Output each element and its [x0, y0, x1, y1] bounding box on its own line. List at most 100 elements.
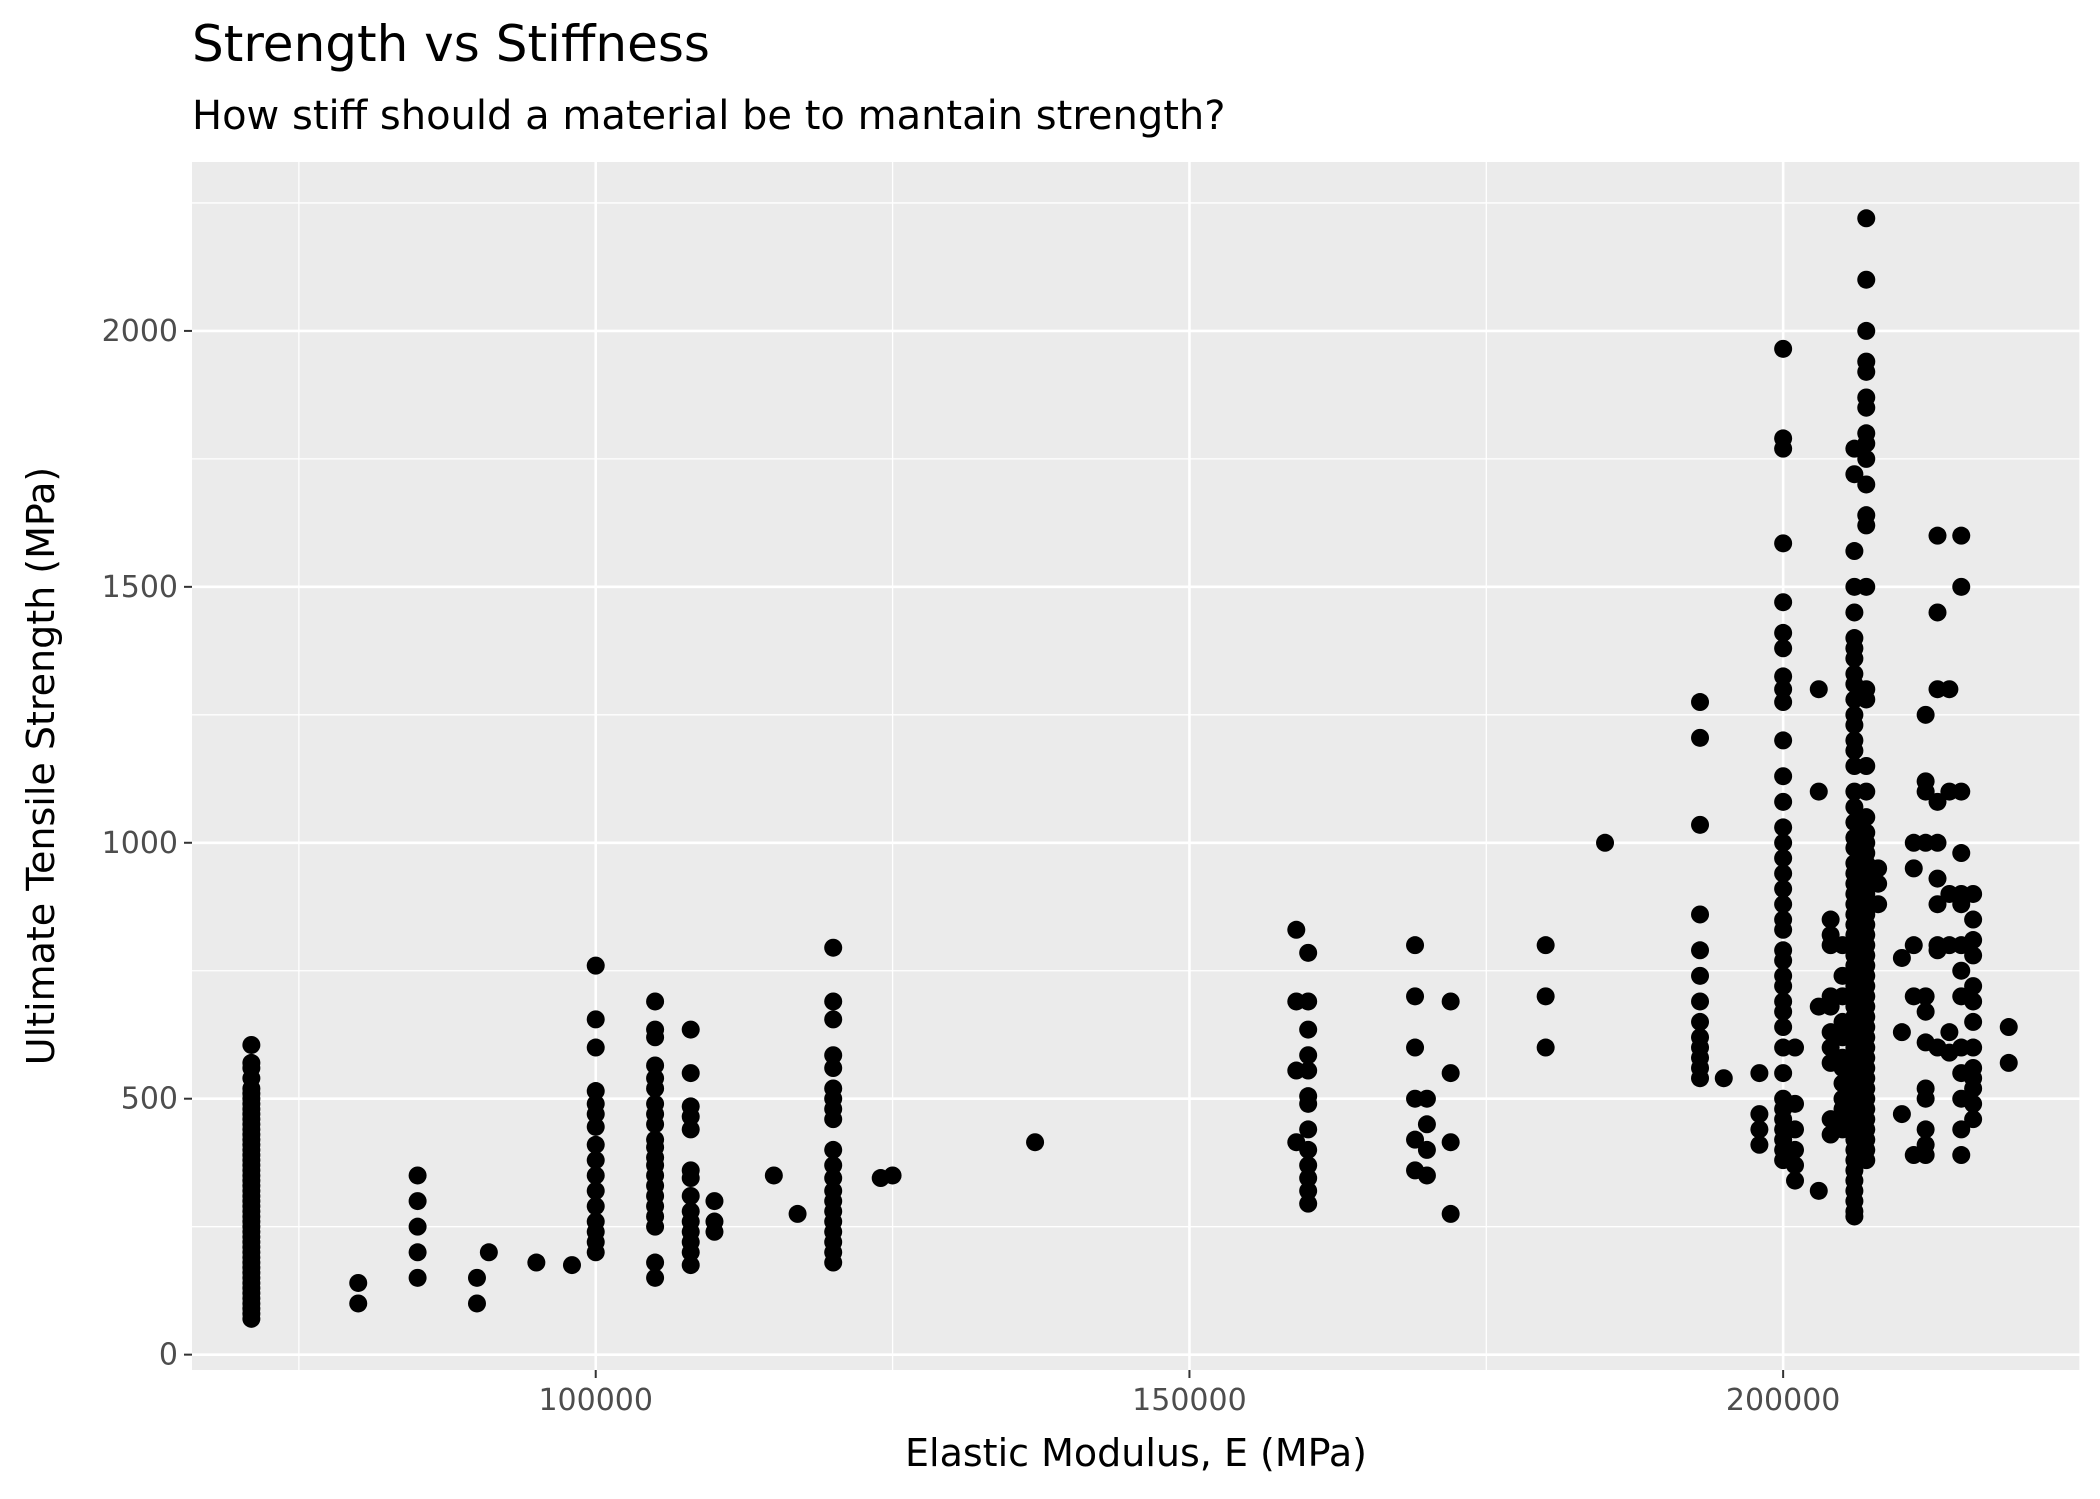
data-point: [646, 1253, 665, 1272]
data-point: [1857, 475, 1876, 494]
data-point: [1845, 716, 1864, 735]
data-point: [1928, 792, 1947, 811]
data-point: [1904, 859, 1923, 878]
data-point: [1299, 1169, 1318, 1188]
data-point: [1441, 992, 1460, 1011]
data-point: [408, 1268, 427, 1287]
data-point: [349, 1273, 368, 1292]
data-point: [1857, 434, 1876, 453]
data-point: [527, 1253, 546, 1272]
data-point: [1287, 920, 1306, 939]
data-point: [1536, 987, 1555, 1006]
data-point: [1691, 1069, 1710, 1088]
data-points: [242, 209, 2018, 1328]
data-point: [681, 1243, 700, 1262]
data-point: [1774, 667, 1793, 686]
data-point: [479, 1243, 498, 1262]
data-point: [1299, 1181, 1318, 1200]
data-point: [1928, 895, 1947, 914]
data-point: [1928, 526, 1947, 545]
data-point: [1750, 1064, 1769, 1083]
y-tick-label: 500: [121, 1082, 178, 1117]
data-point: [1750, 1120, 1769, 1139]
data-point: [1774, 1018, 1793, 1037]
chart-title: Strength vs Stiffness: [192, 15, 710, 73]
data-point: [1869, 874, 1888, 893]
data-point: [467, 1294, 486, 1313]
data-point: [1786, 1171, 1805, 1190]
plot-panel: [192, 162, 2080, 1370]
data-point: [824, 938, 843, 957]
data-point: [1928, 603, 1947, 622]
data-point: [1952, 577, 1971, 596]
data-point: [1952, 526, 1971, 545]
data-point: [1857, 449, 1876, 468]
data-point: [788, 1204, 807, 1223]
data-point: [1786, 1140, 1805, 1159]
data-point: [1916, 705, 1935, 724]
data-point: [1964, 910, 1983, 929]
data-point: [1774, 593, 1793, 612]
data-point: [1774, 693, 1793, 712]
data-point: [764, 1166, 783, 1185]
data-point: [1940, 1023, 1959, 1042]
data-point: [1774, 623, 1793, 642]
data-point: [1786, 1038, 1805, 1057]
data-point: [1809, 680, 1828, 699]
data-point: [1750, 1105, 1769, 1124]
data-point: [824, 1059, 843, 1077]
data-point: [586, 1082, 605, 1101]
data-point: [1952, 895, 1971, 914]
data-point: [1916, 1120, 1935, 1139]
data-point: [1916, 1089, 1935, 1108]
data-point: [1774, 951, 1793, 970]
data-point: [1857, 577, 1876, 596]
data-point: [408, 1217, 427, 1236]
x-tick-label: 100000: [538, 1383, 653, 1418]
x-axis-title: Elastic Modulus, E (MPa): [905, 1431, 1367, 1475]
data-point: [1691, 1012, 1710, 1031]
data-point: [1299, 943, 1318, 962]
data-point: [1774, 1002, 1793, 1021]
data-point: [1691, 941, 1710, 960]
data-point: [1964, 1079, 1983, 1098]
data-point: [1928, 869, 1947, 888]
data-point: [1774, 767, 1793, 786]
data-point: [1774, 864, 1793, 883]
data-point: [1774, 849, 1793, 868]
data-point: [646, 1056, 665, 1075]
data-point: [1299, 1046, 1318, 1065]
data-point: [1406, 936, 1425, 955]
data-point: [1417, 1166, 1436, 1185]
data-point: [1869, 859, 1888, 878]
data-point: [1845, 603, 1864, 622]
data-point: [1417, 1140, 1436, 1159]
data-point: [586, 1243, 605, 1262]
data-point: [1821, 910, 1840, 929]
data-point: [646, 1115, 665, 1134]
data-point: [1928, 833, 1947, 852]
x-tick-label: 200000: [1726, 1383, 1841, 1418]
data-point: [1299, 992, 1318, 1011]
data-point: [1916, 1146, 1935, 1165]
data-point: [1750, 1135, 1769, 1154]
data-point: [1845, 741, 1864, 760]
data-point: [1691, 728, 1710, 747]
data-point: [646, 1217, 665, 1236]
data-point: [1406, 987, 1425, 1006]
data-point: [1536, 1038, 1555, 1057]
data-point: [1857, 362, 1876, 381]
y-tick-label: 1500: [102, 570, 178, 605]
data-point: [646, 1079, 665, 1098]
data-point: [1299, 1020, 1318, 1039]
data-point: [1299, 1194, 1318, 1213]
data-point: [646, 992, 665, 1011]
data-point: [1845, 1207, 1864, 1226]
data-point: [1691, 905, 1710, 924]
data-point: [1964, 884, 1983, 903]
data-point: [1536, 936, 1555, 955]
y-axis: 0 500 1000 1500 2000: [102, 314, 192, 1373]
data-point: [1774, 1064, 1793, 1083]
data-point: [1786, 1120, 1805, 1139]
